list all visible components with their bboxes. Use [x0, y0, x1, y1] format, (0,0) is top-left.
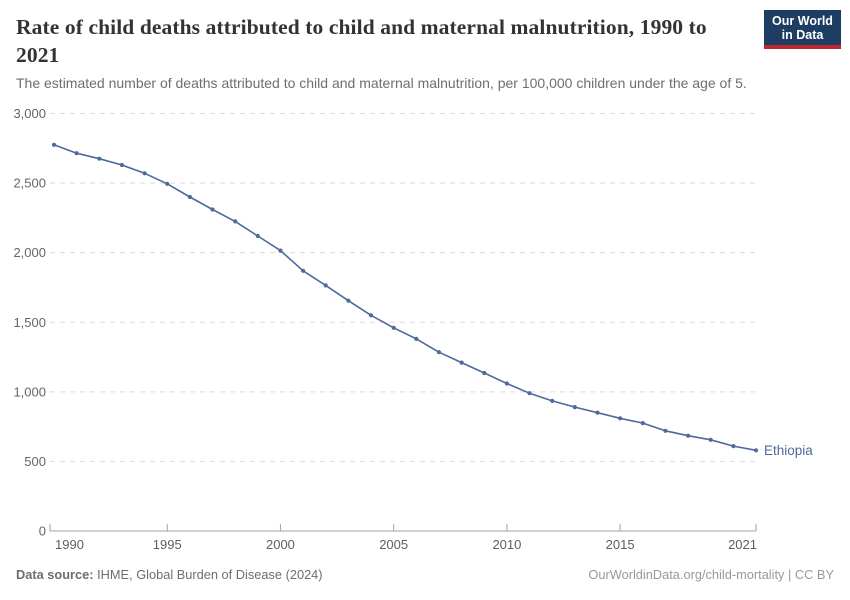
data-line[interactable]	[53, 144, 757, 452]
data-point[interactable]	[550, 398, 555, 403]
data-point[interactable]	[368, 313, 374, 318]
data-point[interactable]	[753, 448, 759, 453]
data-point[interactable]	[414, 336, 419, 341]
data-point[interactable]	[482, 370, 487, 376]
owid-logo-line2: in Data	[781, 27, 824, 42]
data-point[interactable]	[187, 194, 192, 200]
data-point[interactable]	[323, 283, 328, 288]
y-tick-label: 0	[39, 524, 46, 539]
data-point[interactable]	[595, 410, 600, 415]
data-point[interactable]	[346, 298, 351, 303]
x-tick-label: 2021	[728, 537, 757, 552]
data-source-label: Data source:	[16, 567, 94, 582]
data-point[interactable]	[391, 325, 396, 330]
data-point[interactable]	[97, 156, 102, 161]
x-tick-label: 1995	[153, 537, 182, 552]
data-point[interactable]	[436, 350, 442, 355]
y-tick-label: 1,000	[13, 384, 46, 399]
owid-logo-line1: Our World	[772, 13, 833, 28]
line-chart: 0 500 1,000 1,500 2,000 2,500 3,000 1990 1995 200…	[13, 106, 813, 552]
x-tick-label: 2015	[606, 537, 635, 552]
data-point[interactable]	[459, 360, 464, 365]
y-tick-label: 500	[24, 454, 46, 469]
data-source-value: IHME, Global Burden of Disease (2024)	[93, 567, 323, 582]
y-tick-label: 2,500	[13, 176, 46, 191]
data-point[interactable]	[504, 381, 509, 386]
data-point[interactable]	[233, 219, 238, 224]
data-point[interactable]	[572, 405, 577, 410]
data-point[interactable]	[119, 162, 124, 168]
y-tick-label: 3,000	[13, 106, 46, 121]
series-end-label[interactable]: Ethiopia	[764, 443, 813, 458]
data-point[interactable]	[527, 391, 532, 396]
data-point[interactable]	[618, 416, 623, 421]
data-point[interactable]	[210, 207, 215, 212]
chart-subtitle: The estimated number of deaths attribute…	[16, 75, 747, 91]
x-tick-label: 2005	[379, 537, 408, 552]
data-source: Data source: IHME, Global Burden of Dise…	[16, 567, 323, 582]
data-point[interactable]	[142, 171, 147, 176]
data-point[interactable]	[74, 151, 79, 156]
data-point[interactable]	[686, 433, 691, 438]
data-point[interactable]	[255, 233, 260, 239]
data-point[interactable]	[640, 421, 645, 426]
chart-footer: Data source: IHME, Global Burden of Dise…	[16, 567, 834, 582]
chart-title: Rate of child deaths attributed to child…	[16, 15, 707, 67]
y-tick-label: 2,000	[13, 245, 46, 260]
x-tick-label: 2000	[266, 537, 295, 552]
data-point[interactable]	[301, 268, 306, 273]
data-point[interactable]	[51, 142, 57, 147]
y-tick-label: 1,500	[13, 315, 46, 330]
owid-logo[interactable]: Our World in Data	[764, 10, 841, 49]
data-point[interactable]	[663, 428, 668, 433]
x-tick-label: 2010	[492, 537, 521, 552]
data-point[interactable]	[708, 437, 713, 442]
data-point[interactable]	[165, 181, 170, 186]
x-tick-label: 1990	[55, 537, 84, 552]
citation-link[interactable]: OurWorldinData.org/child-mortality | CC …	[588, 567, 834, 582]
data-point[interactable]	[731, 444, 736, 449]
data-point[interactable]	[278, 248, 283, 253]
